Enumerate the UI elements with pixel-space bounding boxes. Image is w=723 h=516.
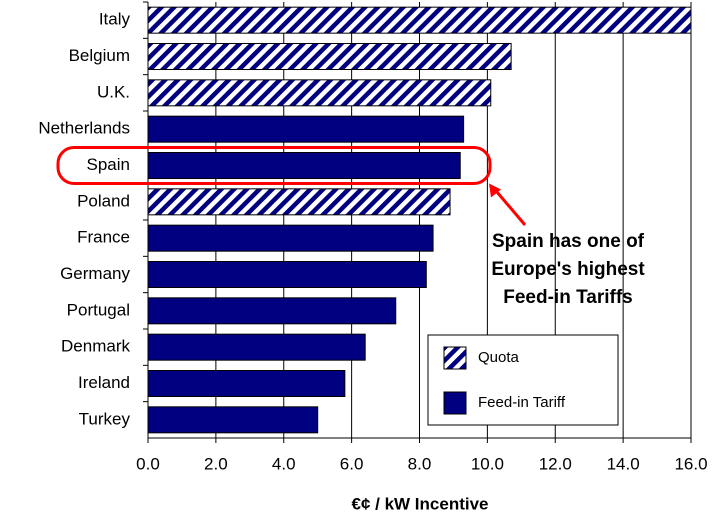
x-tick-label: 12.0 — [539, 454, 572, 473]
y-tick-label: Italy — [99, 10, 131, 29]
arrow-line — [492, 187, 527, 226]
x-tick-label: 16.0 — [674, 454, 707, 473]
x-tick-label: 0.0 — [136, 454, 160, 473]
x-tick-label: 4.0 — [272, 454, 296, 473]
y-tick-label: Portugal — [67, 300, 130, 319]
bar — [147, 333, 366, 361]
legend-swatch — [443, 391, 467, 415]
bar — [147, 115, 465, 143]
y-tick-label: Ireland — [78, 373, 130, 392]
x-tick-label: 2.0 — [204, 454, 228, 473]
annotation: Spain has one of — [492, 231, 645, 252]
legend-swatch — [443, 346, 467, 370]
bar — [147, 406, 319, 434]
x-tick-label: 8.0 — [408, 454, 432, 473]
y-tick-label: Netherlands — [38, 119, 130, 138]
y-tick-label: U.K. — [97, 82, 130, 101]
bar — [147, 79, 492, 107]
y-tick-label: Germany — [60, 264, 130, 283]
y-tick-label: Spain — [87, 155, 130, 174]
legend-label: Quota — [478, 349, 520, 366]
bar — [147, 188, 451, 216]
x-axis-label: €¢ / kW Incentive — [352, 494, 489, 513]
arrow-head — [489, 183, 501, 198]
bar — [147, 297, 397, 325]
y-tick-label: Belgium — [69, 46, 130, 65]
highlight — [56, 146, 492, 185]
y-tick-label: Denmark — [61, 337, 130, 356]
y-tick-label: Poland — [77, 191, 130, 210]
x-tick-label: 14.0 — [607, 454, 640, 473]
bar — [147, 261, 427, 288]
legend-label: Feed-in Tariff — [478, 394, 566, 411]
bar — [147, 43, 512, 70]
bar — [147, 224, 434, 252]
bar — [147, 152, 461, 179]
y-tick-label: Turkey — [79, 409, 131, 428]
annotation: Feed-in Tariffs — [503, 287, 633, 308]
x-tick-label: 10.0 — [471, 454, 504, 473]
bar — [147, 370, 346, 397]
y-tick-label: France — [77, 228, 130, 247]
bar — [147, 6, 692, 34]
x-tick-label: 6.0 — [340, 454, 364, 473]
annotation: Europe's highest — [491, 259, 645, 280]
